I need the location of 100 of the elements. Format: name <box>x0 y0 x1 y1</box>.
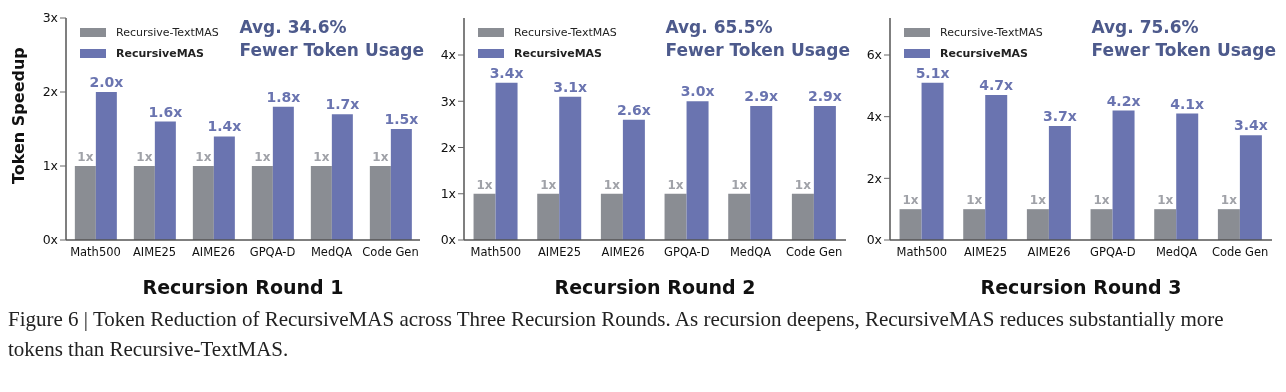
bar <box>537 193 560 240</box>
data-label: 1x <box>603 177 621 192</box>
y-tick-label: 4x <box>866 109 882 125</box>
x-axis-title: Recursion Round 2 <box>554 276 756 298</box>
bar <box>921 82 944 240</box>
data-label: 1x <box>1220 193 1238 208</box>
bar <box>1176 113 1199 240</box>
data-label: 2.6x <box>616 101 651 118</box>
x-tick-label: AIME26 <box>1027 245 1071 260</box>
bar <box>390 129 412 240</box>
data-label: 1x <box>476 177 493 192</box>
legend-label: Recursive-TextMAS <box>115 25 219 41</box>
bar <box>74 166 96 240</box>
data-label: 4.2x <box>1106 92 1141 109</box>
data-label: 3.7x <box>1042 107 1077 124</box>
bar <box>1154 209 1177 240</box>
x-tick-label: GPQA-D <box>249 245 296 260</box>
x-tick-label: AIME25 <box>132 245 177 260</box>
annotation: Fewer Token Usage <box>239 39 424 62</box>
data-label: 1.5x <box>384 111 419 127</box>
data-label: 3.4x <box>1233 117 1268 134</box>
bar <box>154 121 176 240</box>
y-tick-label: 4x <box>440 47 456 63</box>
bar <box>473 193 496 240</box>
bar <box>728 193 751 240</box>
bar <box>664 193 687 240</box>
bar <box>1239 135 1262 240</box>
x-tick-label: MedQA <box>729 245 772 260</box>
caption: Figure 6 | Token Reduction of RecursiveMAS across Three Recursion Rounds. As recursion deepens, RecursiveMAS reduces substantially more tokens than Recursive-TextMAS. <box>8 306 1225 363</box>
bar <box>272 106 294 240</box>
data-label: 1x <box>794 177 812 192</box>
x-tick-label: AIME26 <box>601 245 645 260</box>
bar <box>985 95 1008 240</box>
bar <box>686 101 709 240</box>
bar <box>1217 209 1240 240</box>
bar <box>622 119 645 240</box>
data-label: 1x <box>902 193 919 208</box>
legend-label: RecursiveMAS <box>115 46 206 62</box>
data-label: 4.1x <box>1170 95 1205 112</box>
data-label: 1x <box>1157 193 1174 208</box>
data-label: 1x <box>667 177 684 192</box>
data-label: 1x <box>372 150 389 164</box>
data-label: 1x <box>136 150 153 164</box>
bar <box>192 166 214 240</box>
bar <box>813 105 836 240</box>
data-label: 4.7x <box>979 77 1014 94</box>
data-label: 1.4x <box>207 118 242 135</box>
data-label: 1x <box>1029 193 1047 208</box>
x-tick-label: Math500 <box>70 245 121 260</box>
data-label: 5.1x <box>915 64 950 81</box>
annotation: Avg. 75.6% <box>1091 16 1200 39</box>
x-tick-label: Code Gen <box>362 245 419 260</box>
bar <box>1026 209 1049 240</box>
bar <box>133 166 155 240</box>
x-tick-label: MedQA <box>1155 245 1198 260</box>
x-tick-label: AIME25 <box>537 245 582 260</box>
data-label: 1.8x <box>266 88 301 105</box>
x-tick-label: GPQA-D <box>1090 245 1136 260</box>
x-axis-title: Recursion Round 1 <box>142 276 344 298</box>
y-tick-label: 1x <box>440 186 456 202</box>
bar <box>213 136 235 240</box>
bar <box>331 114 353 240</box>
bar <box>1090 209 1113 240</box>
legend-label: Recursive-TextMAS <box>939 25 1043 41</box>
y-tick-label: 0x <box>42 232 58 248</box>
data-label: 3.0x <box>680 83 715 100</box>
data-label: 1.6x <box>148 103 183 120</box>
data-label: 2.9x <box>807 87 842 104</box>
bar <box>1112 110 1135 240</box>
data-label: 1x <box>731 177 748 192</box>
y-tick-label: 6x <box>866 47 882 63</box>
data-label: 1x <box>1093 193 1110 208</box>
y-tick-label: 0x <box>866 232 882 248</box>
annotation: Fewer Token Usage <box>1091 39 1276 62</box>
x-tick-label: Code Gen <box>1211 245 1269 260</box>
bar <box>899 209 922 240</box>
annotation: Avg. 34.6% <box>239 16 348 39</box>
y-tick-label: 3x <box>42 10 58 26</box>
y-tick-label: 2x <box>866 170 882 186</box>
data-label: 2.9x <box>744 87 779 104</box>
data-label: 2.0x <box>89 74 124 90</box>
annotation: Avg. 65.5% <box>665 16 774 39</box>
bar <box>310 166 332 240</box>
annotation: Fewer Token Usage <box>665 39 850 62</box>
legend-label: RecursiveMAS <box>939 46 1030 62</box>
data-label: 1x <box>254 150 271 164</box>
data-label: 1.7x <box>325 96 360 113</box>
data-label: 1x <box>195 150 212 164</box>
x-tick-label: GPQA-D <box>664 245 710 260</box>
y-tick-label: 3x <box>440 93 456 109</box>
bar <box>369 166 391 240</box>
legend-label: RecursiveMAS <box>513 46 604 62</box>
bar <box>750 105 773 240</box>
data-label: 1x <box>77 150 94 164</box>
y-tick-label: 2x <box>42 84 58 100</box>
data-label: 1x <box>313 150 330 164</box>
bar <box>600 193 623 240</box>
legend-label: Recursive-TextMAS <box>513 25 617 41</box>
bar <box>495 82 518 240</box>
x-tick-label: AIME26 <box>191 245 236 260</box>
